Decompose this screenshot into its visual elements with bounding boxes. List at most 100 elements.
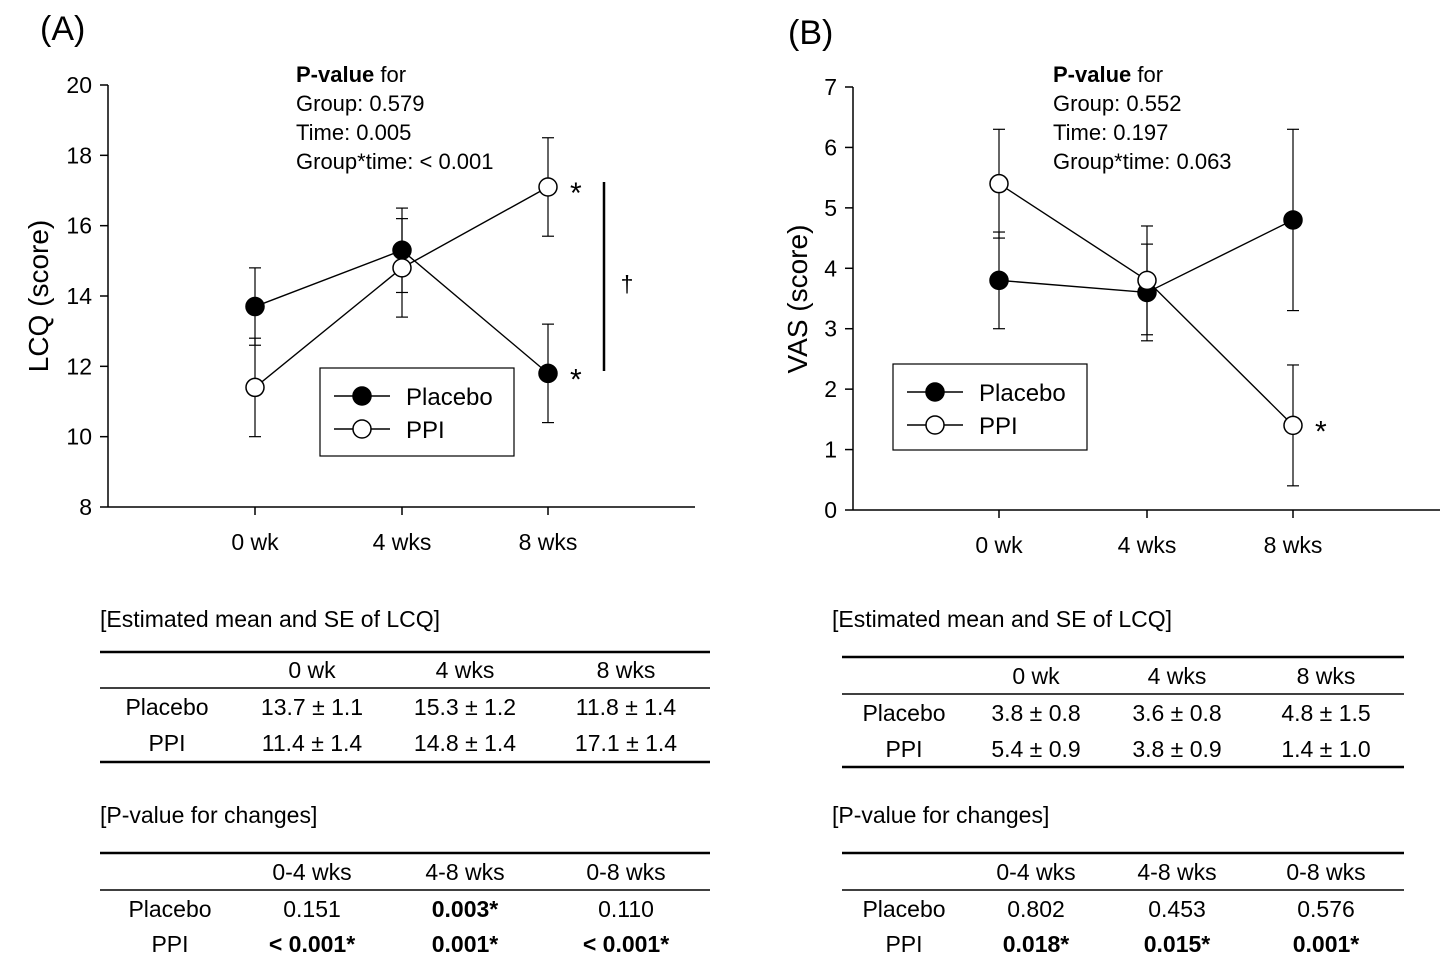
table-cell: 0.018* <box>1003 931 1070 957</box>
pvalue-heading-bold: P-value <box>1053 62 1131 87</box>
significance-star: * <box>1315 415 1327 448</box>
table-header: 4 wks <box>436 657 495 683</box>
x-tick-label: 4 wks <box>1118 532 1177 558</box>
table-row-label: Placebo <box>128 896 211 922</box>
table-cell: 13.7 ± 1.1 <box>261 694 363 720</box>
table-cell: 0.576 <box>1297 896 1355 922</box>
y-tick-label: 0 <box>824 497 837 523</box>
legend-marker <box>925 415 945 435</box>
table-row-label: PPI <box>148 730 185 756</box>
y-tick-label: 5 <box>824 195 837 221</box>
table-cell: 15.3 ± 1.2 <box>414 694 516 720</box>
panel-label: (A) <box>40 10 85 48</box>
y-tick-label: 3 <box>824 316 837 342</box>
table-cell: 11.8 ± 1.4 <box>576 694 677 720</box>
legend-marker <box>925 382 945 402</box>
table-cell: 5.4 ± 0.9 <box>991 736 1080 762</box>
pvalue-line: Group: 0.579 <box>296 91 424 116</box>
means-table: [Estimated mean and SE of LCQ] 0 wk 4 wks 8… <box>100 606 710 764</box>
table-cell: 0.151 <box>283 896 341 922</box>
table-cell: 1.4 ± 1.0 <box>1281 736 1370 762</box>
y-tick-label: 14 <box>66 283 92 309</box>
panel-a: (A) 8 10 12 14 16 18 20 0 wk 4 wks 8 wks LCQ (score… <box>23 10 710 957</box>
legend-label: PPI <box>979 413 1018 440</box>
panel-b: (B) 0 1 2 3 4 5 6 7 0 wk 4 wks 8 wks VAS (score) P-va… <box>782 14 1440 957</box>
table-header: 4-8 wks <box>425 859 504 885</box>
y-tick-label: 6 <box>824 134 837 160</box>
y-tick-label: 20 <box>66 72 92 98</box>
y-tick-label: 12 <box>66 353 92 379</box>
legend-box <box>319 367 515 457</box>
data-point <box>1283 415 1303 436</box>
table-header: 0 wk <box>288 657 336 683</box>
table-cell: 3.8 ± 0.8 <box>991 700 1080 726</box>
y-tick-label: 4 <box>824 255 837 281</box>
panel-label: (B) <box>788 14 833 52</box>
table-cell: 0.110 <box>598 896 654 922</box>
data-point <box>245 377 265 398</box>
pvalue-heading-rest: for <box>374 62 406 87</box>
table-header: 0-4 wks <box>272 859 351 885</box>
table-cell: 17.1 ± 1.4 <box>575 730 677 756</box>
table-row-label: Placebo <box>862 896 945 922</box>
table-title: [P-value for changes] <box>832 802 1049 828</box>
x-tick-label: 0 wk <box>975 532 1023 558</box>
pvalue-line: Group*time: 0.063 <box>1053 149 1232 174</box>
legend-marker <box>352 386 372 406</box>
table-cell: 3.6 ± 0.8 <box>1132 700 1221 726</box>
pvalue-table: [P-value for changes] 0-4 wks 4-8 wks 0-8 w… <box>100 802 710 957</box>
table-header: 0-4 wks <box>996 859 1075 885</box>
data-point <box>538 363 558 384</box>
legend-marker <box>352 419 372 439</box>
table-header: 4-8 wks <box>1137 859 1216 885</box>
table-cell: 4.8 ± 1.5 <box>1281 700 1370 726</box>
data-point <box>392 240 412 261</box>
pvalue-line: Time: 0.005 <box>296 120 411 145</box>
table-row-label: PPI <box>151 931 188 957</box>
y-tick-label: 18 <box>66 142 92 168</box>
data-point <box>245 296 265 317</box>
pvalue-line: Time: 0.197 <box>1053 120 1168 145</box>
pvalue-heading: P-value for <box>1053 62 1163 87</box>
y-tick-label: 16 <box>66 213 92 239</box>
means-table: [Estimated mean and SE of LCQ] 0 wk 4 wks 8… <box>832 606 1404 769</box>
table-title: [Estimated mean and SE of LCQ] <box>832 606 1172 632</box>
data-point <box>1283 210 1303 230</box>
legend: Placebo PPI <box>319 367 515 457</box>
y-axis-label: LCQ (score) <box>23 220 54 372</box>
data-point <box>392 258 412 278</box>
data-point <box>1137 270 1157 291</box>
legend-label: Placebo <box>406 384 493 411</box>
x-tick-label: 8 wks <box>1264 532 1323 558</box>
table-row-label: PPI <box>885 736 922 762</box>
table-title: [P-value for changes] <box>100 802 317 828</box>
x-tick-label: 4 wks <box>373 529 432 555</box>
table-cell: 14.8 ± 1.4 <box>414 730 516 756</box>
table-row-label: PPI <box>885 931 922 957</box>
x-tick-label: 0 wk <box>231 529 279 555</box>
table-cell: 0.802 <box>1007 896 1065 922</box>
table-header: 0 wk <box>1012 663 1060 689</box>
y-tick-label: 8 <box>79 494 92 520</box>
data-point <box>989 270 1009 291</box>
legend-label: Placebo <box>979 380 1066 407</box>
y-axis-label: VAS (score) <box>782 225 813 374</box>
table-cell: < 0.001* <box>583 931 669 957</box>
table-cell: 0.001* <box>432 931 499 957</box>
table-cell: 0.003* <box>432 896 499 922</box>
y-tick-label: 2 <box>824 376 837 402</box>
pvalue-table: [P-value for changes] 0-4 wks 4-8 wks 0-8 w… <box>832 802 1404 957</box>
y-tick-label: 1 <box>824 437 837 463</box>
table-cell: 0.015* <box>1144 931 1211 957</box>
dagger-symbol: † <box>621 271 634 297</box>
x-tick-label: 8 wks <box>519 529 578 555</box>
table-header: 0-8 wks <box>1286 859 1365 885</box>
y-tick-label: 10 <box>66 424 92 450</box>
table-cell: < 0.001* <box>269 931 355 957</box>
table-header: 0-8 wks <box>586 859 665 885</box>
legend: Placebo PPI <box>892 363 1088 451</box>
pvalue-heading-bold: P-value <box>296 62 374 87</box>
table-row-label: Placebo <box>862 700 945 726</box>
table-header: 8 wks <box>1297 663 1356 689</box>
